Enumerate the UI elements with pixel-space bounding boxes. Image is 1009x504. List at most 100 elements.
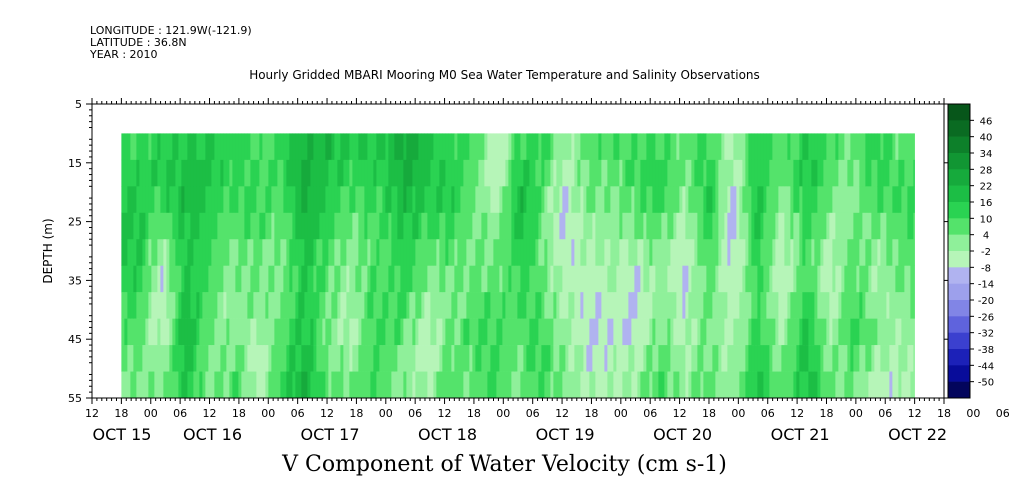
heatmap-cell	[823, 371, 827, 399]
heatmap-cell	[706, 318, 710, 346]
heatmap-cell	[652, 371, 656, 399]
heatmap-cell	[748, 292, 752, 319]
heatmap-cell	[895, 345, 899, 372]
heatmap-cell	[409, 345, 413, 372]
heatmap-cell	[496, 186, 500, 214]
heatmap-cell	[487, 186, 491, 214]
heatmap-cell	[745, 239, 749, 266]
heatmap-cell	[505, 186, 509, 214]
heatmap-cell	[418, 265, 422, 293]
heatmap-cell	[895, 239, 899, 266]
heatmap-cell	[142, 186, 146, 214]
heatmap-cell	[904, 345, 908, 372]
x-hour-label: 06	[526, 407, 540, 420]
heatmap-cell	[535, 133, 539, 161]
heatmap-cell	[484, 318, 488, 346]
heatmap-cell	[454, 239, 458, 266]
heatmap-cell	[532, 186, 536, 214]
heatmap-cell	[184, 371, 188, 399]
heatmap-cell	[748, 159, 752, 187]
heatmap-cell	[775, 159, 779, 187]
heatmap-cell	[484, 212, 488, 240]
heatmap-cell	[808, 239, 812, 266]
heatmap-cell	[745, 345, 749, 372]
heatmap-cell	[265, 159, 269, 187]
heatmap-cell	[394, 212, 398, 240]
heatmap-cell	[700, 133, 704, 161]
heatmap-cell	[463, 212, 467, 240]
heatmap-cell	[532, 133, 536, 161]
heatmap-cell	[868, 265, 872, 293]
heatmap-cell	[421, 133, 425, 161]
heatmap-cell	[436, 292, 440, 319]
heatmap-cell	[631, 186, 635, 214]
heatmap-cell	[721, 265, 725, 293]
heatmap-cell	[676, 212, 680, 240]
heatmap-cell	[589, 239, 593, 266]
heatmap-cell	[832, 239, 836, 266]
heatmap-cell	[283, 186, 287, 214]
heatmap-cell	[313, 371, 317, 399]
heatmap-cell	[196, 186, 200, 214]
heatmap-cell	[502, 133, 506, 161]
heatmap-cell	[232, 265, 236, 293]
colorbar-swatch	[948, 169, 970, 186]
heatmap-cell	[580, 318, 584, 346]
colorbar-label: -26	[978, 312, 994, 323]
heatmap-cell	[481, 212, 485, 240]
heatmap-cell	[631, 371, 635, 399]
heatmap-cell	[280, 345, 284, 372]
heatmap-cell	[277, 186, 281, 214]
heatmap-cell	[346, 345, 350, 372]
heatmap-cell	[721, 318, 725, 346]
heatmap-cell	[214, 212, 218, 240]
x-hour-label: 06	[408, 407, 422, 420]
heatmap-cell	[829, 265, 833, 293]
heatmap-cell	[871, 159, 875, 187]
heatmap-cell	[562, 159, 566, 187]
heatmap-cell	[769, 265, 773, 293]
heatmap-cell	[724, 318, 728, 346]
heatmap-cell	[856, 345, 860, 372]
heatmap-cell	[385, 371, 389, 399]
heatmap-cell	[892, 212, 896, 240]
heatmap-cell	[883, 239, 887, 266]
heatmap-cell	[610, 265, 614, 293]
heatmap-cell	[763, 159, 767, 187]
heatmap-cell	[631, 159, 635, 187]
heatmap-cell	[832, 212, 836, 240]
heatmap-cell	[181, 186, 185, 214]
heatmap-cell	[541, 133, 545, 161]
heatmap-cell	[130, 212, 134, 240]
heatmap-cell	[880, 345, 884, 372]
heatmap-cell	[799, 212, 803, 240]
heatmap-cell	[874, 318, 878, 346]
heatmap-cell	[244, 239, 248, 266]
heatmap-cell	[328, 318, 332, 346]
heatmap-cell	[691, 345, 695, 372]
x-day-label: OCT 15	[93, 425, 152, 444]
heatmap-cell	[154, 186, 158, 214]
heatmap-cell	[502, 212, 506, 240]
heatmap-cell	[220, 212, 224, 240]
heatmap-cell	[241, 239, 245, 266]
heatmap-cell	[784, 265, 788, 293]
heatmap-cell	[370, 186, 374, 214]
heatmap-cell	[610, 371, 614, 399]
heatmap-cell	[526, 239, 530, 266]
heatmap-cell	[883, 186, 887, 214]
heatmap-cell	[349, 318, 353, 346]
heatmap-cell	[517, 239, 521, 266]
heatmap-cell	[238, 292, 242, 319]
heatmap-cell	[424, 186, 428, 214]
heatmap-cell	[487, 239, 491, 266]
heatmap-cell	[484, 186, 488, 214]
heatmap-cell	[904, 371, 908, 399]
heatmap-cell	[382, 159, 386, 187]
heatmap-cell	[448, 239, 452, 266]
heatmap-cell	[424, 133, 428, 161]
heatmap-cell	[391, 345, 395, 372]
heatmap-cell	[172, 159, 176, 187]
heatmap-cell	[223, 159, 227, 187]
heatmap-cell	[253, 186, 257, 214]
